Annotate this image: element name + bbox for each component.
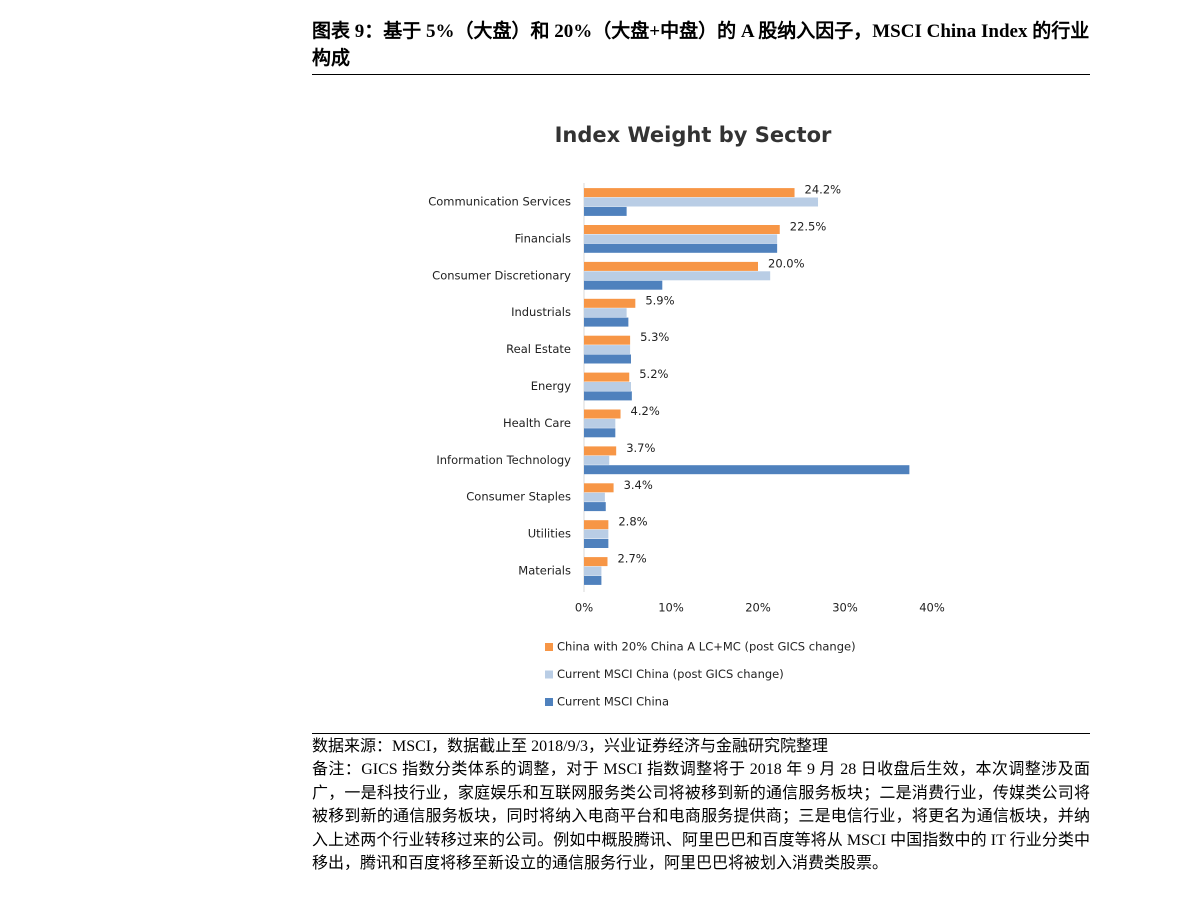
- bar: [584, 566, 602, 576]
- bar: [584, 335, 631, 345]
- bar: [584, 298, 636, 308]
- y-tick-label: Communication Services: [428, 195, 571, 209]
- y-tick-label: Consumer Discretionary: [432, 268, 571, 282]
- y-tick-label: Consumer Staples: [466, 490, 571, 504]
- legend-label: Current MSCI China (post GICS change): [557, 667, 784, 681]
- x-tick-label: 40%: [919, 601, 945, 615]
- y-tick-label: Health Care: [503, 416, 571, 430]
- bar: [584, 372, 630, 382]
- value-label: 20.0%: [768, 256, 805, 270]
- bar: [584, 243, 778, 253]
- bar: [584, 529, 609, 539]
- bar: [584, 271, 771, 281]
- bar: [584, 539, 609, 548]
- y-tick-label: Utilities: [528, 527, 571, 541]
- legend-swatch: [545, 698, 553, 706]
- bar: [584, 391, 632, 401]
- value-label: 3.4%: [624, 478, 653, 492]
- x-tick-label: 10%: [658, 601, 684, 615]
- bar: [584, 317, 629, 327]
- bar: [584, 465, 910, 475]
- bar: [584, 428, 616, 438]
- y-tick-label: Energy: [531, 379, 571, 393]
- bar: [584, 502, 606, 512]
- figure-title: 图表 9：基于 5%（大盘）和 20%（大盘+中盘）的 A 股纳入因子，MSCI…: [312, 18, 1090, 75]
- legend-swatch: [545, 643, 553, 651]
- y-tick-label: Materials: [518, 564, 571, 578]
- value-label: 22.5%: [790, 220, 827, 234]
- value-label: 24.2%: [805, 183, 842, 197]
- legend-label: Current MSCI China: [557, 695, 669, 709]
- bar: [584, 234, 778, 244]
- bar: [584, 197, 819, 207]
- bar: [584, 492, 605, 502]
- bar: [584, 520, 609, 530]
- note: 备注：GICS 指数分类体系的调整，对于 MSCI 指数调整将于 2018 年 …: [312, 761, 1090, 872]
- bar: [584, 483, 614, 493]
- bar: [584, 575, 602, 585]
- bar: [584, 308, 627, 318]
- value-label: 2.8%: [618, 515, 647, 529]
- bar: [584, 354, 631, 364]
- chart-title: Index Weight by Sector: [555, 123, 832, 147]
- bar: [584, 206, 627, 216]
- x-tick-label: 20%: [745, 601, 771, 615]
- bar: [584, 418, 616, 428]
- x-tick-label: 0%: [575, 601, 593, 615]
- legend-swatch: [545, 670, 553, 679]
- bar: [584, 409, 621, 419]
- legend-label: China with 20% China A LC+MC (post GICS …: [557, 640, 856, 654]
- bar: [584, 225, 780, 234]
- value-label: 5.3%: [640, 330, 669, 344]
- value-label: 3.7%: [626, 441, 655, 455]
- bar: [584, 382, 631, 391]
- value-label: 5.2%: [639, 367, 668, 381]
- bar: [584, 188, 795, 198]
- bar: [584, 280, 663, 290]
- bar: [584, 261, 758, 271]
- value-label: 2.7%: [617, 552, 646, 566]
- y-tick-label: Industrials: [511, 305, 571, 319]
- value-label: 4.2%: [631, 404, 660, 418]
- y-tick-label: Information Technology: [436, 453, 571, 467]
- chart: Index Weight by Sector 0% 10% 20% 30% 40% Com…: [428, 123, 945, 709]
- source: 数据来源：MSCI，数据截止至 2018/9/3，兴业证券经济与金融研究院整理: [312, 733, 1090, 759]
- bar: [584, 455, 610, 465]
- bar: [584, 446, 617, 456]
- value-label: 5.9%: [645, 293, 674, 307]
- y-tick-label: Real Estate: [506, 342, 571, 356]
- bar: [584, 345, 631, 355]
- x-tick-label: 30%: [832, 601, 858, 615]
- bar: [584, 557, 608, 567]
- y-tick-label: Financials: [515, 231, 571, 245]
